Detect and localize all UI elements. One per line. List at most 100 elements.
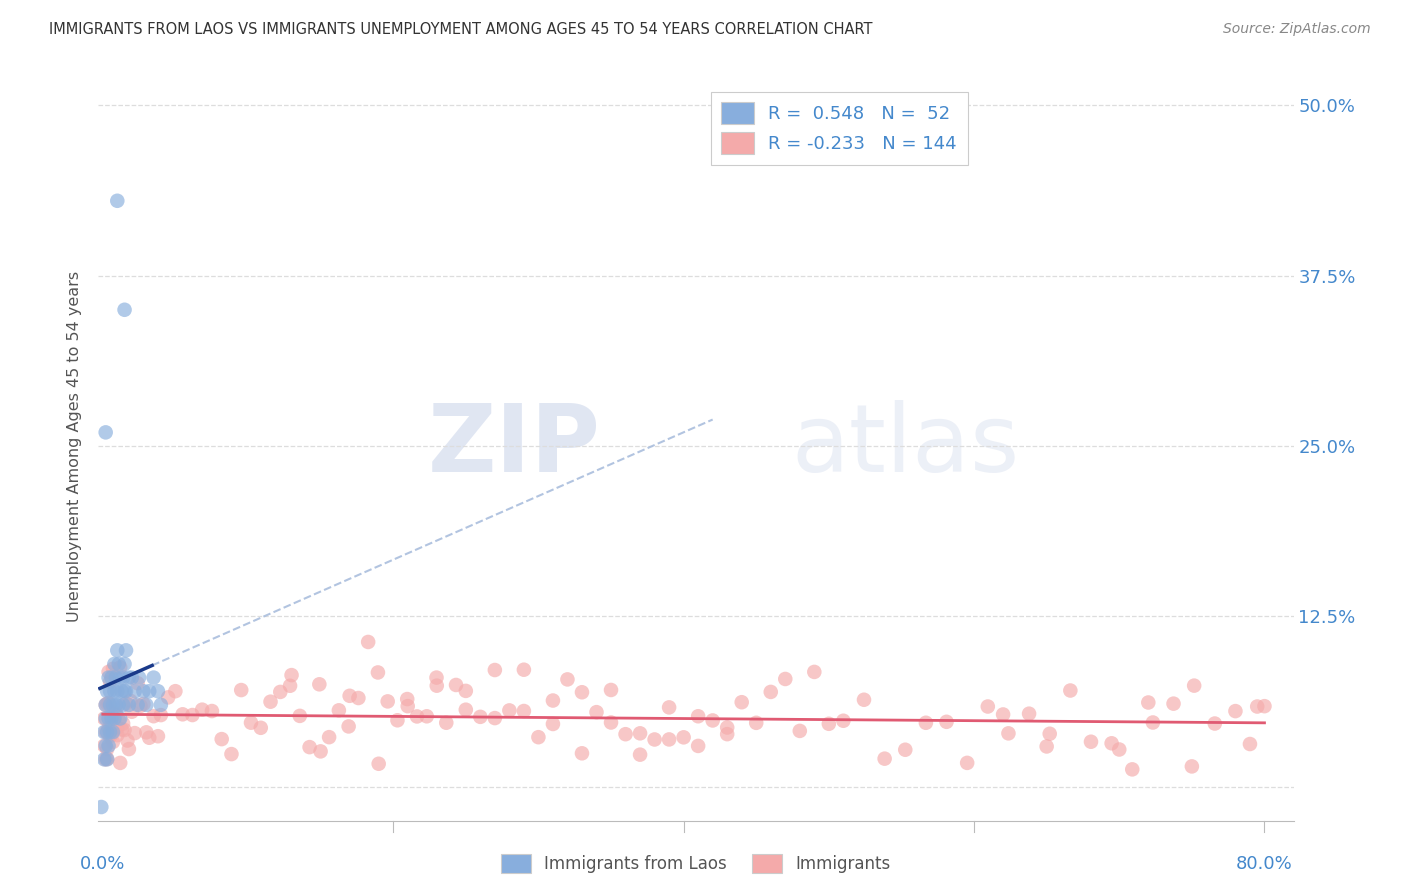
Point bbox=[1137, 696, 1160, 710]
Point bbox=[129, 698, 152, 713]
Point bbox=[118, 698, 141, 712]
Point bbox=[249, 721, 271, 735]
Point bbox=[308, 677, 330, 691]
Point bbox=[107, 698, 129, 712]
Point bbox=[100, 727, 122, 741]
Point bbox=[688, 709, 710, 723]
Point bbox=[93, 752, 115, 766]
Point bbox=[108, 660, 131, 674]
Point bbox=[114, 723, 136, 737]
Point bbox=[328, 703, 350, 717]
Point bbox=[98, 674, 121, 689]
Point bbox=[347, 691, 370, 706]
Point bbox=[94, 425, 117, 440]
Point bbox=[103, 705, 125, 719]
Point bbox=[231, 683, 253, 698]
Point bbox=[818, 716, 841, 731]
Point bbox=[1239, 737, 1261, 751]
Point bbox=[100, 671, 122, 685]
Point bbox=[614, 727, 637, 741]
Point bbox=[100, 711, 122, 725]
Point bbox=[115, 697, 138, 711]
Point bbox=[269, 685, 291, 699]
Point bbox=[894, 743, 917, 757]
Point bbox=[280, 668, 302, 682]
Point bbox=[115, 684, 138, 698]
Point bbox=[259, 695, 281, 709]
Point bbox=[105, 194, 128, 208]
Point bbox=[97, 671, 120, 685]
Point bbox=[120, 694, 142, 708]
Point bbox=[571, 685, 593, 699]
Text: Source: ZipAtlas.com: Source: ZipAtlas.com bbox=[1223, 22, 1371, 37]
Point bbox=[96, 742, 118, 756]
Point bbox=[454, 684, 477, 698]
Point bbox=[434, 715, 457, 730]
Point bbox=[513, 663, 536, 677]
Point bbox=[935, 714, 957, 729]
Point bbox=[96, 725, 118, 739]
Point bbox=[298, 740, 321, 755]
Point bbox=[108, 756, 131, 770]
Point bbox=[93, 739, 115, 753]
Point bbox=[98, 725, 121, 739]
Point bbox=[101, 725, 124, 739]
Point bbox=[775, 672, 797, 686]
Point bbox=[114, 302, 136, 317]
Point bbox=[112, 716, 135, 731]
Point bbox=[444, 678, 467, 692]
Point bbox=[1018, 706, 1040, 721]
Point bbox=[484, 663, 506, 677]
Point bbox=[103, 708, 125, 723]
Point bbox=[803, 665, 825, 679]
Point bbox=[127, 676, 149, 690]
Point bbox=[107, 657, 129, 671]
Point bbox=[658, 732, 681, 747]
Point bbox=[112, 671, 135, 685]
Point bbox=[96, 752, 118, 766]
Point bbox=[956, 756, 979, 770]
Point bbox=[132, 697, 155, 711]
Point bbox=[221, 747, 243, 761]
Point bbox=[377, 694, 399, 708]
Point bbox=[309, 744, 332, 758]
Point bbox=[96, 684, 118, 698]
Point bbox=[132, 684, 155, 698]
Point bbox=[98, 729, 121, 743]
Point bbox=[357, 635, 380, 649]
Point bbox=[94, 698, 117, 712]
Point bbox=[484, 711, 506, 725]
Y-axis label: Unemployment Among Ages 45 to 54 years: Unemployment Among Ages 45 to 54 years bbox=[67, 270, 83, 622]
Point bbox=[93, 725, 115, 739]
Point bbox=[716, 727, 738, 741]
Point bbox=[104, 706, 127, 720]
Point bbox=[454, 703, 477, 717]
Point bbox=[128, 671, 150, 685]
Point bbox=[135, 698, 157, 712]
Point bbox=[1163, 697, 1185, 711]
Legend: Immigrants from Laos, Immigrants: Immigrants from Laos, Immigrants bbox=[495, 847, 897, 880]
Point bbox=[1080, 735, 1102, 749]
Point bbox=[585, 705, 607, 719]
Point bbox=[1108, 742, 1130, 756]
Point bbox=[135, 725, 157, 739]
Point bbox=[1181, 759, 1204, 773]
Point bbox=[94, 698, 117, 712]
Point bbox=[105, 721, 128, 735]
Point bbox=[1246, 699, 1268, 714]
Point bbox=[97, 721, 120, 735]
Point bbox=[191, 703, 214, 717]
Point bbox=[991, 707, 1014, 722]
Point bbox=[367, 665, 389, 680]
Point bbox=[367, 756, 389, 771]
Point bbox=[149, 698, 172, 712]
Point bbox=[600, 715, 623, 730]
Point bbox=[98, 684, 121, 698]
Point bbox=[97, 696, 120, 710]
Point bbox=[142, 671, 165, 685]
Point bbox=[118, 671, 141, 685]
Point bbox=[104, 707, 127, 722]
Point bbox=[138, 684, 160, 698]
Point bbox=[759, 685, 782, 699]
Point bbox=[288, 709, 311, 723]
